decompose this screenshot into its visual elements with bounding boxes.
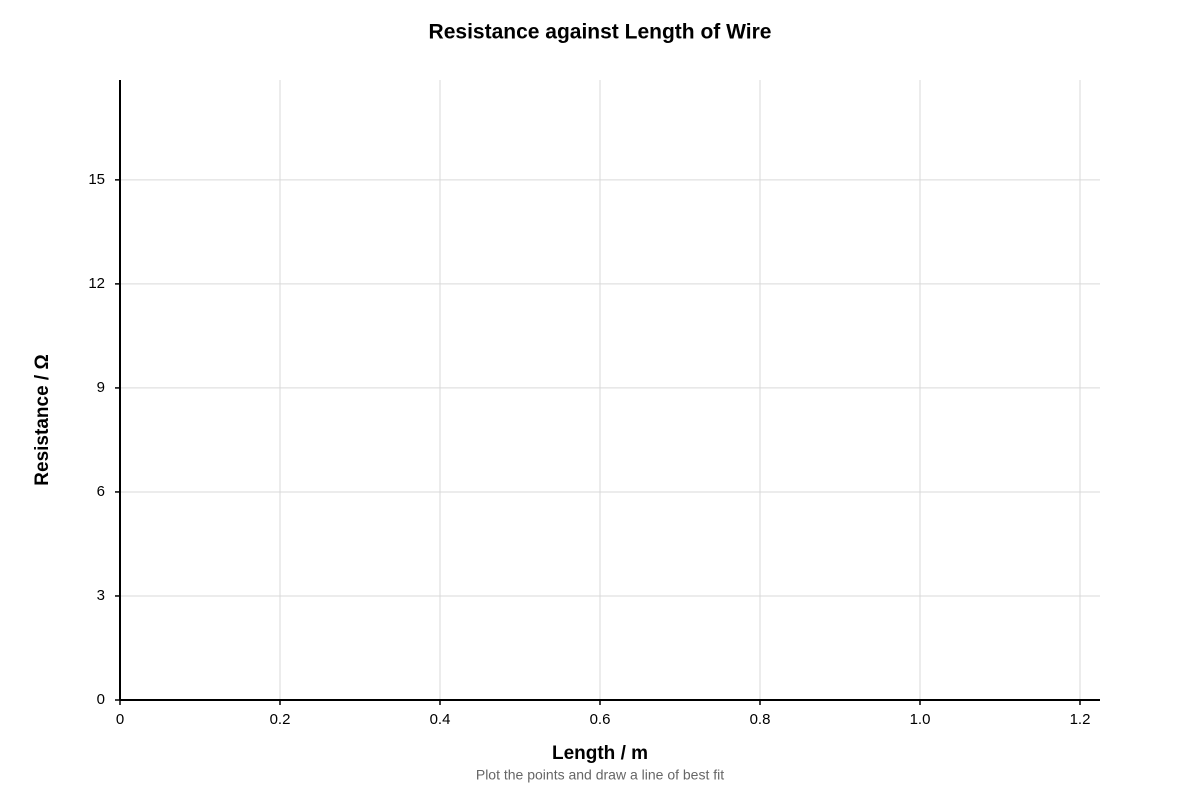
x-tick-label: 1.2 bbox=[1070, 711, 1091, 728]
y-tick-label: 3 bbox=[97, 587, 105, 604]
y-tick-label: 15 bbox=[88, 171, 105, 188]
x-tick-label: 0.2 bbox=[270, 711, 291, 728]
x-tick-label: 0.4 bbox=[430, 711, 451, 728]
y-axis-label: Resistance / Ω bbox=[32, 354, 53, 485]
chart-title: Resistance against Length of Wire bbox=[429, 21, 772, 44]
y-tick-label: 12 bbox=[88, 275, 105, 292]
chart-note: Plot the points and draw a line of best … bbox=[476, 767, 724, 783]
x-tick-label: 0.6 bbox=[590, 711, 611, 728]
y-tick-label: 9 bbox=[97, 379, 105, 396]
y-tick-label: 6 bbox=[97, 483, 105, 500]
x-tick-label: 1.0 bbox=[910, 711, 931, 728]
x-axis-label: Length / m bbox=[552, 743, 648, 764]
y-tick-label: 0 bbox=[97, 691, 105, 708]
x-tick-label: 0.8 bbox=[750, 711, 771, 728]
x-tick-label: 0 bbox=[116, 711, 124, 728]
